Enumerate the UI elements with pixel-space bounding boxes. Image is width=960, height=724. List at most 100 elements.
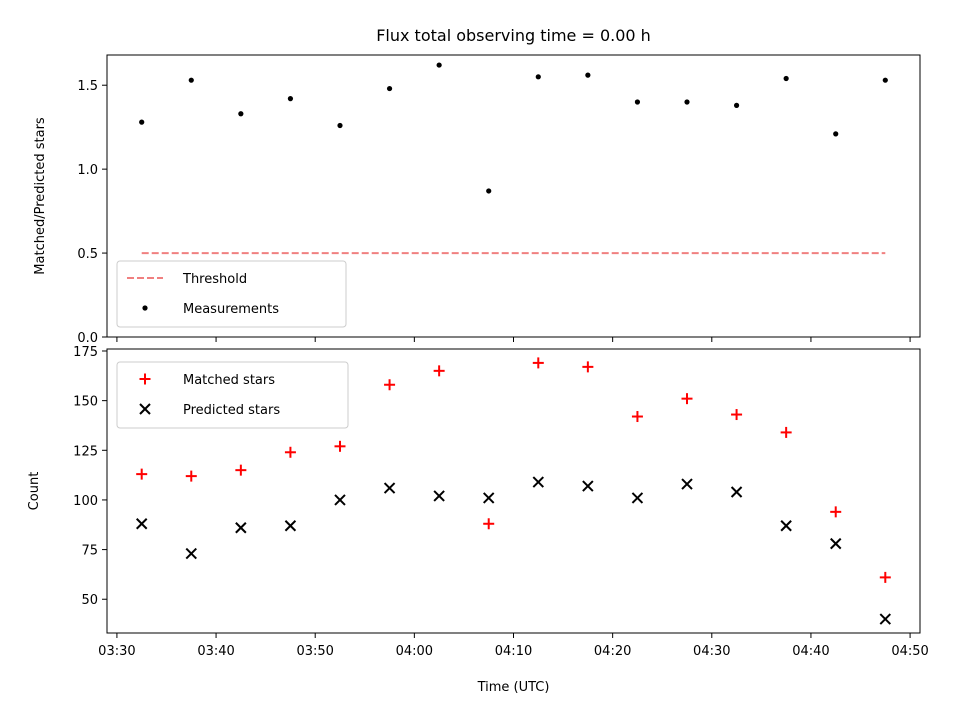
predicted-stars-point [532, 476, 544, 488]
measurement-point [585, 72, 591, 78]
matched-stars-point [136, 468, 148, 480]
predicted-stars-point [383, 482, 396, 494]
x-tick-label: 04:00 [396, 644, 433, 659]
matched-stars-point [433, 365, 445, 377]
predicted-stars-mark-b [681, 478, 693, 490]
predicted-stars-point [879, 613, 892, 625]
x-tick-label: 04:30 [693, 644, 730, 659]
x-axis-label: Time (UTC) [477, 680, 550, 695]
x-tick-label: 03:50 [296, 644, 333, 659]
predicted-stars-point [185, 547, 197, 560]
predicted-stars-point [483, 492, 495, 504]
predicted-stars-mark-b [830, 537, 842, 550]
predicted-stars-mark-b [582, 480, 594, 492]
predicted-stars-point [582, 480, 594, 492]
x-tick-label: 03:40 [197, 644, 234, 659]
predicted-stars-mark-b [780, 520, 792, 532]
measurement-point [783, 75, 789, 82]
legend-label: Predicted stars [183, 403, 280, 418]
measurement-point [882, 77, 888, 83]
matched-stars-point [235, 464, 247, 476]
y-tick-label: 50 [81, 593, 98, 608]
predicted-stars-mark-b [383, 482, 396, 494]
predicted-stars-point [730, 486, 743, 498]
measurement-point [833, 131, 839, 137]
x-tick-label: 04:50 [891, 644, 928, 659]
matched-stars-point [334, 440, 346, 452]
predicted-stars-point [433, 490, 445, 502]
predicted-stars-mark-b [631, 492, 644, 504]
panel-ratio: 0.0 0.5 1.0 1.5 Matched/Predicted stars Flux … [33, 26, 921, 346]
matched-stars-point [483, 518, 495, 530]
measurement-point [535, 74, 541, 80]
measurement-point [287, 96, 294, 102]
y-tick-label: 1.5 [77, 79, 98, 94]
measurement-point [486, 188, 492, 194]
chart-title: Flux total observing time = 0.00 h [376, 26, 651, 45]
y-tick-label: 0.0 [77, 331, 98, 346]
predicted-stars-point [334, 494, 346, 506]
matched-stars-point [681, 393, 693, 405]
legend-label: Threshold [182, 272, 247, 287]
predicted-stars-mark-b [284, 520, 297, 532]
legend: Matched stars Predicted stars [116, 361, 349, 429]
y-tick-label: 1.0 [77, 163, 98, 178]
predicted-stars-mark-b [483, 492, 495, 504]
matched-stars-point [731, 409, 743, 421]
x-tick-label: 03:30 [98, 644, 135, 659]
matched-stars-point [284, 446, 296, 458]
y-tick-label: 100 [73, 494, 98, 509]
predicted-stars-mark-b [433, 490, 445, 502]
y-tick-label: 75 [81, 544, 98, 559]
legend-label: Matched stars [183, 373, 275, 388]
y-tick-label: 150 [73, 395, 98, 410]
measurement-point [634, 99, 641, 105]
x-tick-label: 04:40 [792, 644, 829, 659]
measurement-point [238, 111, 244, 117]
predicted-stars-mark-b [185, 547, 197, 560]
predicted-stars-mark-b [334, 494, 346, 506]
predicted-stars-point [135, 518, 148, 530]
predicted-stars-mark-b [532, 476, 544, 488]
measurement-point [337, 122, 343, 129]
measurement-point [386, 85, 393, 92]
predicted-stars-mark-b [235, 522, 247, 534]
matched-stars-point [384, 379, 396, 391]
measurement-point [733, 102, 740, 108]
measurement-point [684, 99, 690, 105]
legend: Threshold Measurements [116, 260, 347, 328]
predicted-stars-point [284, 520, 297, 532]
y-axis-label: Count [27, 472, 42, 511]
legend-box [116, 361, 349, 429]
legend-measurements-swatch [142, 305, 148, 311]
y-tick-label: 125 [73, 444, 98, 459]
predicted-stars-point [780, 520, 792, 532]
predicted-stars-point [830, 537, 842, 550]
y-tick-label: 175 [73, 345, 98, 360]
panel-count: 50 75 100 125 150 175 03:30 03:40 03:50 04:00 04:1… [27, 345, 929, 695]
matched-stars-point [532, 357, 544, 369]
predicted-stars-point [681, 478, 693, 490]
y-axis-label: Matched/Predicted stars [33, 117, 48, 275]
measurement-point [188, 77, 194, 83]
matched-stars-point [830, 506, 842, 518]
matched-stars-point [631, 411, 643, 423]
predicted-stars-mark-b [135, 518, 148, 530]
predicted-stars-point [631, 492, 644, 504]
matched-stars-point [582, 361, 594, 373]
predicted-stars-point [235, 522, 247, 534]
matched-stars-point [879, 571, 891, 583]
matched-stars-point [185, 470, 197, 482]
measurement-point [139, 119, 145, 125]
x-tick-label: 04:10 [495, 644, 532, 659]
matched-stars-point [780, 426, 792, 438]
legend-box [116, 260, 347, 328]
predicted-stars-mark-b [730, 486, 743, 498]
measurement-point [436, 62, 442, 68]
legend-predicted-swatch-b [139, 403, 151, 415]
predicted-stars-mark-b [879, 613, 892, 625]
y-tick-label: 0.5 [77, 247, 98, 262]
x-tick-label: 04:20 [594, 644, 631, 659]
